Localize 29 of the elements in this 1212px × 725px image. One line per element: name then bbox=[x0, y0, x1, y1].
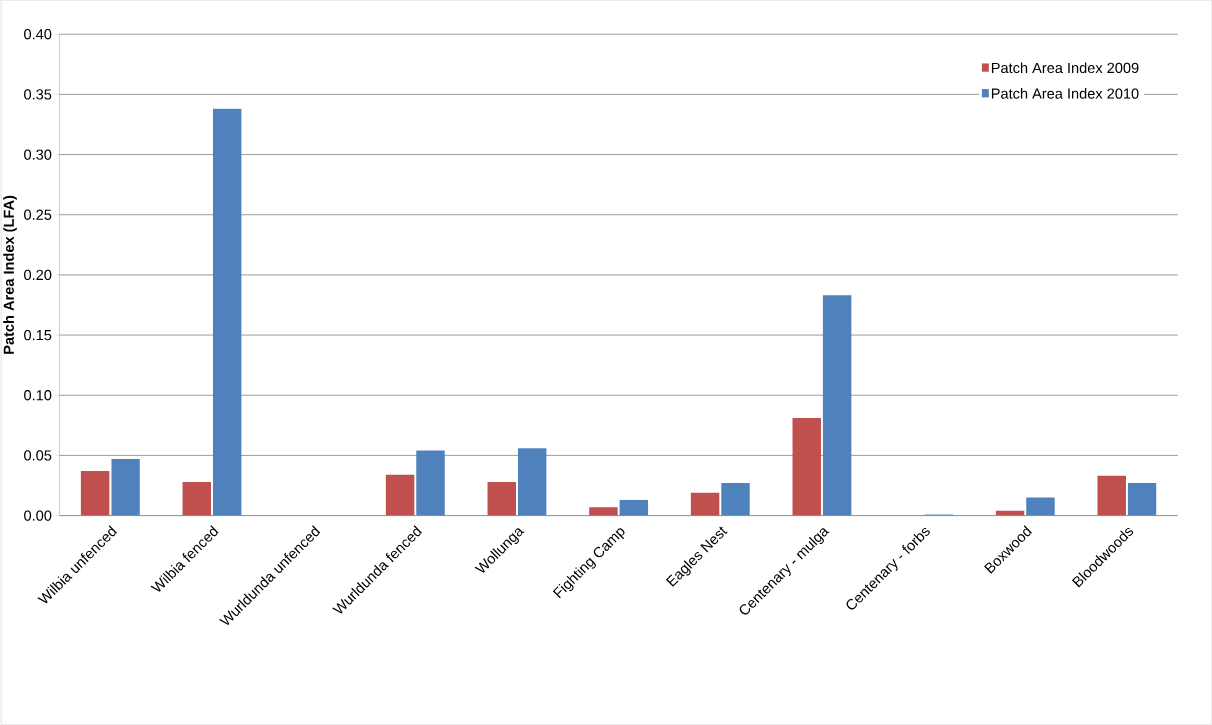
bar bbox=[822, 295, 852, 516]
y-tick-label: 0.25 bbox=[24, 209, 52, 220]
bar bbox=[80, 471, 110, 516]
y-tick-label: 0.15 bbox=[24, 329, 52, 341]
bar bbox=[385, 474, 415, 516]
bar bbox=[182, 481, 212, 516]
y-tick-label: 0.30 bbox=[24, 149, 52, 160]
bar bbox=[487, 481, 516, 516]
legend-label: Patch Area Index 2009 bbox=[991, 62, 1139, 74]
y-tick-label: 0.05 bbox=[24, 450, 52, 461]
bar bbox=[589, 507, 618, 516]
y-tick-label: 0.40 bbox=[24, 29, 52, 40]
bar bbox=[690, 492, 720, 516]
bar bbox=[416, 450, 445, 516]
bar bbox=[619, 500, 649, 516]
bar bbox=[721, 483, 750, 516]
y-tick-label: 0.20 bbox=[24, 269, 52, 281]
bar bbox=[111, 459, 140, 516]
bar bbox=[1097, 475, 1126, 516]
bar bbox=[212, 108, 242, 516]
bar bbox=[792, 418, 821, 516]
legend-label: Patch Area Index 2010 bbox=[991, 88, 1139, 99]
bar bbox=[1127, 483, 1157, 516]
y-axis-title: Patch Area Index (LFA) bbox=[3, 195, 17, 354]
y-tick-label: 0.10 bbox=[24, 390, 52, 401]
bar bbox=[517, 448, 547, 516]
bar bbox=[1026, 497, 1055, 516]
y-tick-label: 0.00 bbox=[24, 510, 52, 521]
y-tick-label: 0.35 bbox=[24, 89, 52, 100]
